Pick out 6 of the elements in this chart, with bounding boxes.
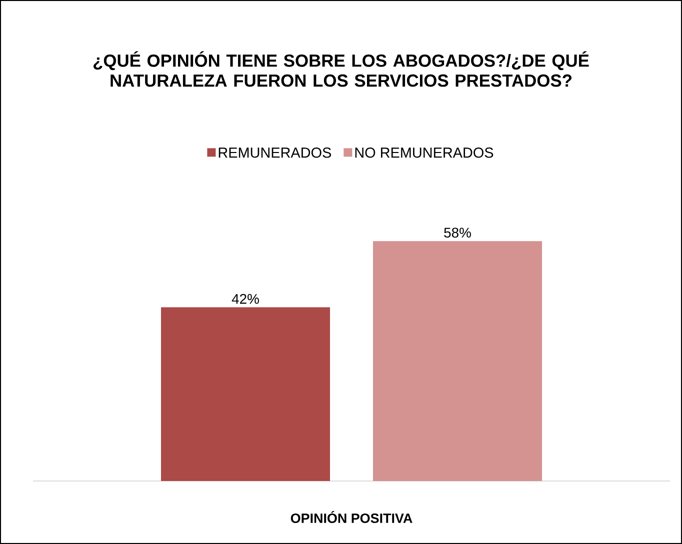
- data-label: 42%: [232, 294, 259, 304]
- legend-label: NO REMUNERADOS: [355, 148, 494, 158]
- data-label: 58%: [444, 228, 471, 238]
- chart-title: ¿QUÉ OPINIÓN TIENE SOBRE LOS ABOGADOS?/¿DE QUÉ NATURALEZA FUERON LOS SERVICIOS PRESTADOS?: [94, 51, 589, 87]
- x-axis-title: OPINIÓN POSITIVA: [290, 510, 412, 524]
- legend-label: REMUNERADOS: [218, 148, 332, 158]
